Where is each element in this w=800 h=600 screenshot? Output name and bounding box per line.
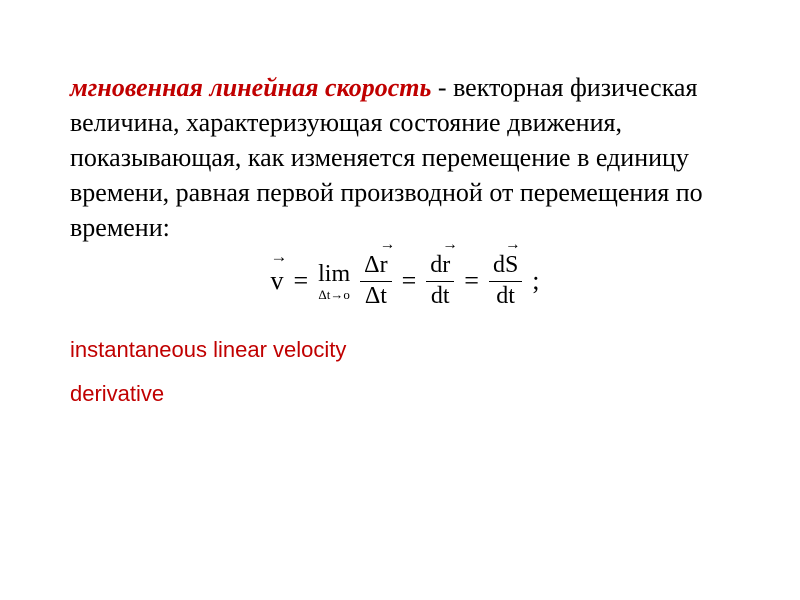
v-vector: →v bbox=[270, 266, 283, 296]
definition-paragraph: мгновенная линейная скорость - векторная… bbox=[70, 70, 740, 245]
annotation-derivative: derivative bbox=[70, 381, 740, 407]
term-separator: - bbox=[431, 73, 453, 102]
term: мгновенная линейная скорость bbox=[70, 73, 431, 102]
slide: мгновенная линейная скорость - векторная… bbox=[0, 0, 800, 600]
equals-3: = bbox=[464, 266, 479, 296]
formula-tail: ; bbox=[532, 266, 539, 296]
frac-dS-dt: d→S dt bbox=[489, 253, 522, 308]
formula: →v = lim Δt→o Δ→r Δt = d→r bbox=[70, 253, 740, 308]
equals-1: = bbox=[293, 266, 308, 296]
equals-2: = bbox=[402, 266, 417, 296]
frac-dr-dt: d→r dt bbox=[426, 253, 454, 308]
limit: lim Δt→o bbox=[318, 262, 350, 301]
annotation-velocity: instantaneous linear velocity bbox=[70, 337, 740, 363]
frac-delta-r: Δ→r Δt bbox=[360, 253, 391, 308]
